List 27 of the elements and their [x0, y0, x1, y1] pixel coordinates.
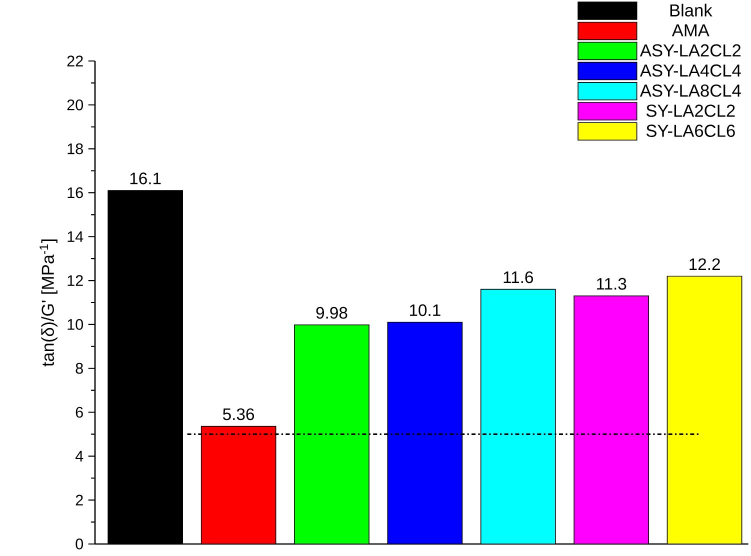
y-tick-label: 0: [76, 538, 84, 550]
y-tick-label: 18: [68, 143, 83, 154]
y-tick-label: 12: [68, 275, 83, 286]
legend-label: ASY-LA8CL4: [640, 84, 741, 97]
y-tick-label: 4: [75, 450, 84, 462]
data-label: 9.98: [316, 306, 348, 319]
data-label: 11.6: [504, 271, 533, 284]
legend-label: SY-LA6CL6: [646, 124, 735, 137]
data-label: 11.3: [597, 278, 626, 290]
y-tick-label: 6: [76, 406, 83, 418]
y-tick-label: 20: [67, 99, 84, 110]
y-tick-label: 16: [68, 187, 83, 198]
legend-label: Blank: [670, 4, 712, 17]
data-label: 5.36: [222, 408, 254, 420]
y-tick-label: 10: [68, 319, 84, 330]
y-tick-label: 14: [68, 231, 84, 242]
y-tick-label: 2: [76, 494, 83, 506]
y-axis-title: tan(δ)/G' [MPa$^{-1}$]: [40, 240, 58, 366]
data-label: 12.2: [690, 258, 720, 270]
legend-label: ASY-LA2CL2: [640, 44, 741, 57]
legend-label: ASY-LA4CL4: [640, 64, 741, 77]
legend-label: SY-LA2CL2: [646, 104, 735, 117]
y-tick-label: 8: [76, 362, 83, 374]
y-tick-label: 22: [67, 56, 83, 66]
data-label: 10.1: [410, 304, 440, 316]
legend-label: AMA: [672, 24, 710, 36]
data-label: 16.1: [130, 172, 161, 184]
